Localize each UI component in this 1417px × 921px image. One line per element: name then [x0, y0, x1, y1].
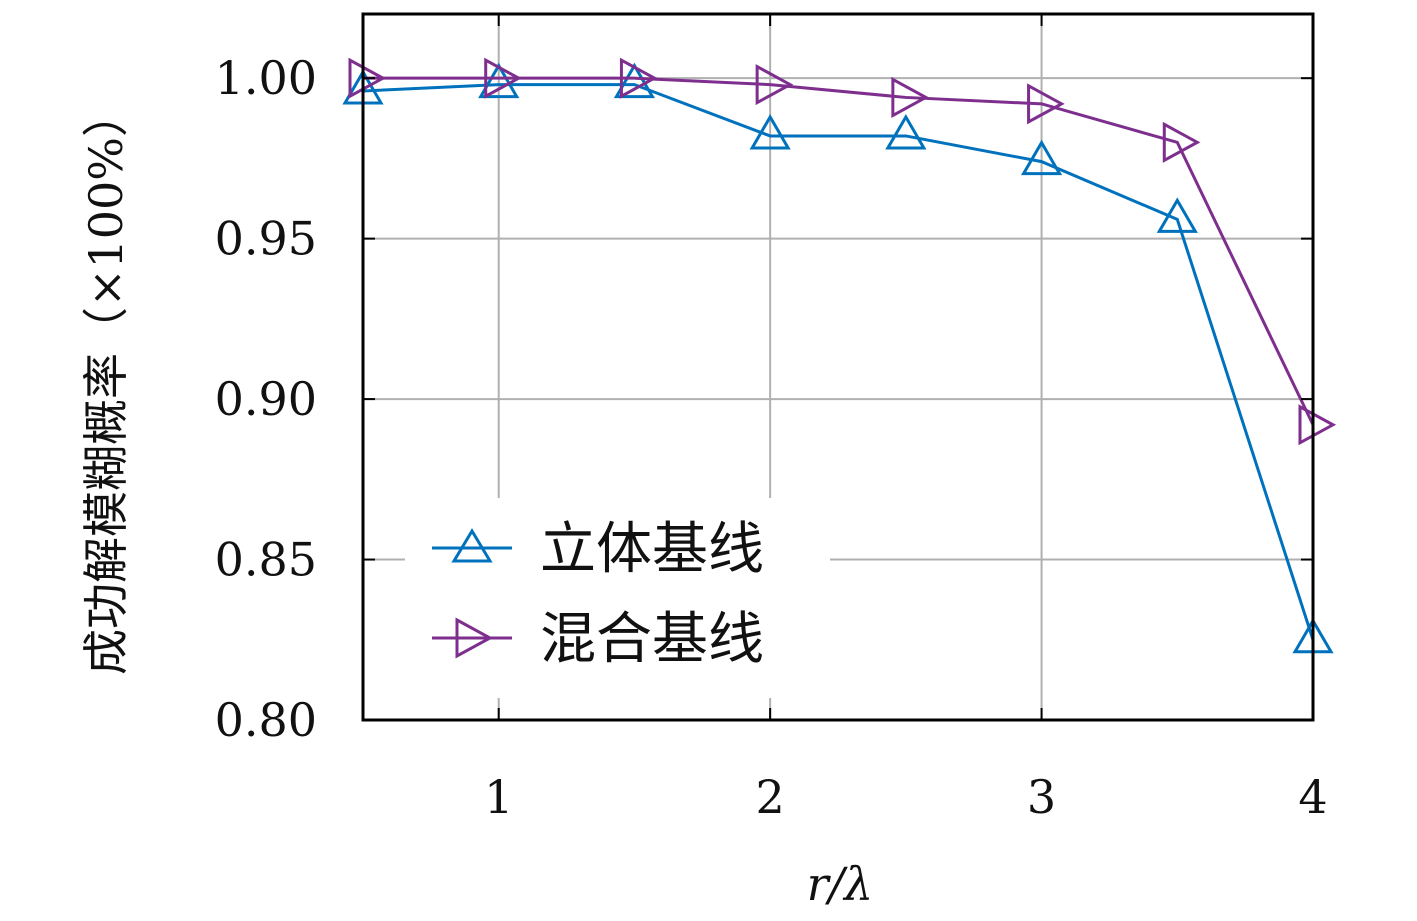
data-point-marker: [484, 57, 522, 99]
x-tick-label: 4: [1298, 770, 1327, 824]
data-point-marker: [1027, 83, 1065, 125]
data-point-marker: [885, 113, 927, 150]
series-layer: [342, 57, 1337, 654]
plot-frame: [361, 12, 1315, 722]
y-tick-label: 0.85: [215, 533, 317, 587]
data-point-marker: [613, 62, 656, 99]
data-point-marker: [891, 76, 929, 118]
legend-box: [405, 498, 830, 698]
legend-label-stereo-baseline: 立体基线: [540, 517, 764, 582]
data-point-marker: [1298, 404, 1337, 446]
data-point-marker: [478, 62, 520, 99]
legend-item-stereo-baseline: 立体基线: [432, 517, 764, 582]
data-point-marker: [1156, 197, 1198, 233]
y-tick-label: 0.80: [215, 693, 317, 747]
legend-marker-triangle-up: [451, 528, 493, 563]
y-tick-label: 0.95: [215, 212, 317, 266]
series-line: [362, 83, 1315, 641]
series-line: [363, 76, 1315, 426]
x-tick-label: 1: [484, 770, 513, 824]
axis-ticks: [363, 14, 1314, 721]
data-point-marker: [755, 64, 794, 106]
data-point-marker: [1020, 139, 1063, 176]
legend-label-hybrid-baseline: 混合基线: [540, 607, 764, 672]
x-axis-label: r/λ: [807, 857, 874, 911]
x-tick-label: 3: [1027, 770, 1056, 824]
data-point-marker: [348, 57, 387, 99]
series-2: [348, 57, 1337, 446]
data-point-marker: [619, 57, 658, 99]
y-axis-label: 成功解模糊概率（×100%）: [79, 91, 133, 675]
y-tick-label: 0.90: [215, 372, 317, 426]
legend-marker-triangle-right: [455, 617, 494, 659]
legend-item-hybrid-baseline: 混合基线: [432, 607, 764, 672]
tick-labels: 1 2 3 4 0.80 0.85 0.90 0.95 1.00: [215, 51, 1328, 824]
y-tick-label: 1.00: [215, 51, 317, 105]
data-point-marker: [1162, 121, 1201, 163]
data-point-marker: [749, 113, 791, 150]
x-tick-label: 2: [756, 770, 785, 824]
legend: 立体基线 混合基线: [405, 498, 830, 698]
